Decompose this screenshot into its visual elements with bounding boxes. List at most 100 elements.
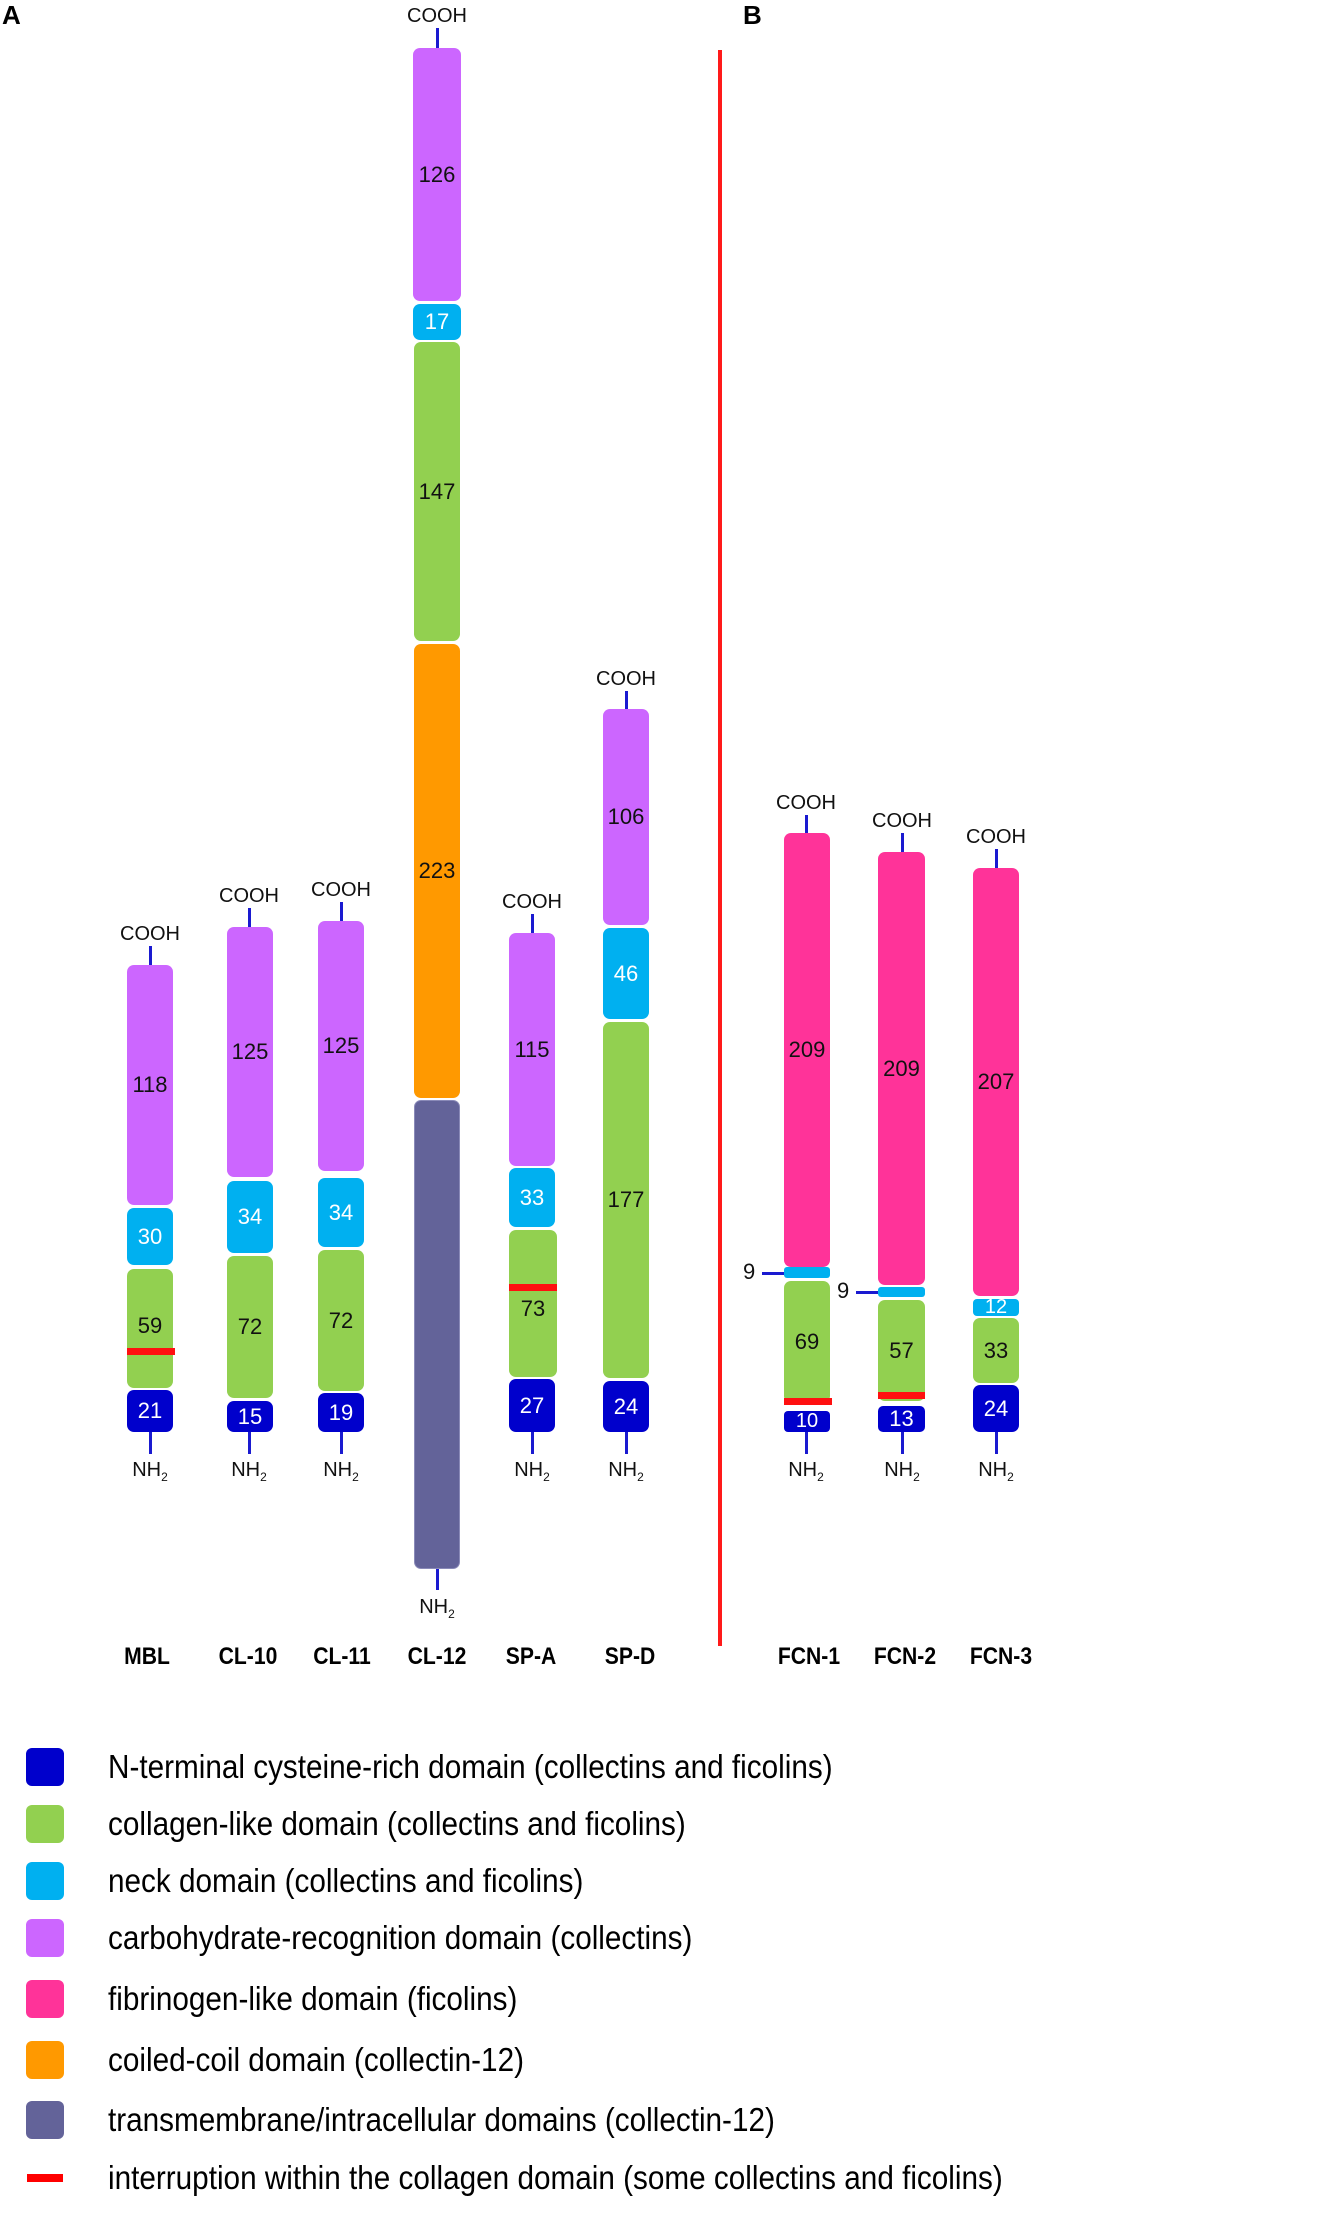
c-terminus-label: COOH [966,826,1026,848]
n-terminus-label: NH2 [231,1459,267,1484]
domain-length: 125 [322,1033,360,1058]
protein-name-mbl: MBL [124,1643,170,1670]
neck-domain: 30 [127,1208,173,1265]
c-terminus-stem [531,914,534,934]
domain-length: 147 [418,478,456,504]
domain-length: 207 [977,1069,1015,1094]
neck-length-label: 9 [743,1259,756,1284]
domain-length: 177 [607,1187,645,1212]
n-terminus-stem [531,1432,534,1454]
n-terminal-domain: 15 [227,1401,273,1432]
collagen-domain: 72 [318,1250,364,1391]
n-terminus-label: NH2 [608,1459,644,1484]
collagen-domain: 177 [603,1022,649,1378]
neck-domain: 17 [413,304,461,340]
neck-label-connector [856,1291,878,1294]
domain-length: 46 [613,960,639,986]
domain-length: 15 [237,1403,263,1429]
n-terminus-stem [625,1432,628,1454]
neck-domain: 34 [227,1181,273,1253]
domain-length: 69 [794,1329,820,1354]
domain-length: 17 [424,309,450,334]
domain-length: 30 [137,1223,163,1249]
domain-length: 209 [788,1037,826,1062]
domain-length: 126 [418,161,456,187]
c-terminus-label: COOH [219,885,279,907]
domain-length: 12 [984,1296,1008,1318]
protein-name-fcn-2: FCN-2 [873,1643,937,1670]
c-terminus-stem [625,691,628,710]
domain-length: 125 [231,1039,269,1064]
c-terminus-label: COOH [407,5,467,27]
legend-item-n-terminal: N-terminal cysteine-rich domain (collect… [26,1747,913,1787]
neck-length-label: 9 [837,1278,850,1303]
fibrinogen-domain: 209 [784,833,830,1267]
c-terminus-label: COOH [776,792,836,814]
n-terminus-label: NH2 [132,1459,168,1484]
protein-name-cl-10: CL-10 [218,1643,278,1670]
domain-length: 223 [418,858,456,883]
c-terminus-stem [436,28,439,49]
n-terminal-domain: 13 [878,1406,925,1432]
transmembrane-domain [414,1100,460,1569]
legend-label: N-terminal cysteine-rich domain (collect… [108,1748,833,1785]
domain-length: 34 [237,1204,263,1229]
neck-domain [784,1267,830,1278]
domain-length: 13 [889,1406,914,1431]
legend-label: coiled-coil domain (collectin-12) [108,2041,524,2078]
collagen-interruption [509,1284,557,1291]
n-terminus-stem [436,1569,439,1590]
fibrinogen-domain: 209 [878,852,925,1285]
neck-label-connector [762,1272,784,1275]
domain-length: 33 [983,1337,1009,1363]
collagen-domain: 147 [414,342,460,641]
legend-item-coiled-coil: coiled-coil domain (collectin-12) [26,2040,570,2080]
n-terminal-domain: 27 [509,1379,555,1432]
domain-length: 59 [137,1313,163,1338]
crd-domain: 115 [509,933,555,1166]
coiled-coil-swatch-icon [26,2041,64,2079]
collagen-interruption [127,1348,175,1355]
domain-length: 209 [883,1055,920,1081]
panel-divider [718,50,722,1646]
legend-item-fibrinogen: fibrinogen-like domain (ficolins) [26,1979,563,2019]
c-terminus-stem [340,902,343,922]
n-terminal-domain: 24 [973,1385,1019,1432]
n-terminal-domain: 10 [784,1410,830,1432]
neck-domain: 33 [509,1168,555,1227]
c-terminus-label: COOH [596,668,656,690]
c-terminus-stem [995,849,998,869]
collagen-domain: 72 [227,1256,273,1398]
collagen-swatch-icon [26,1805,64,1843]
domain-length: 72 [237,1314,263,1339]
domain-length: 73 [520,1296,546,1321]
n-terminal-swatch-icon [26,1748,64,1786]
neck-domain: 46 [603,928,649,1019]
c-terminus-label: COOH [311,879,371,901]
neck-domain [878,1287,925,1297]
c-terminus-label: COOH [872,810,932,832]
c-terminus-stem [901,833,904,853]
n-terminus-stem [805,1432,808,1454]
n-terminus-stem [248,1432,251,1454]
n-terminus-label: NH2 [978,1459,1014,1484]
n-terminus-label: NH2 [884,1459,920,1484]
collagen-domain: 57 [878,1300,925,1401]
n-terminus-label: NH2 [514,1459,550,1484]
domain-length: 19 [328,1399,354,1425]
n-terminus-stem [149,1432,152,1454]
n-terminal-domain: 19 [318,1393,364,1432]
protein-name-cl-11: CL-11 [313,1643,371,1670]
protein-name-sp-a: SP-A [505,1643,557,1670]
fibrinogen-swatch-icon [26,1980,64,2018]
legend-label: transmembrane/intracellular domains (col… [108,2101,775,2138]
legend-item-collagen: collagen-like domain (collectins and fic… [26,1804,750,1844]
c-terminus-label: COOH [502,891,562,913]
domain-length: 72 [328,1307,354,1333]
c-terminus-label: COOH [120,923,180,945]
neck-domain: 34 [318,1178,364,1247]
interruption-line-icon [27,2174,63,2182]
c-terminus-stem [149,946,152,966]
collagen-interruption [784,1398,832,1405]
domain-length: 34 [328,1199,354,1225]
